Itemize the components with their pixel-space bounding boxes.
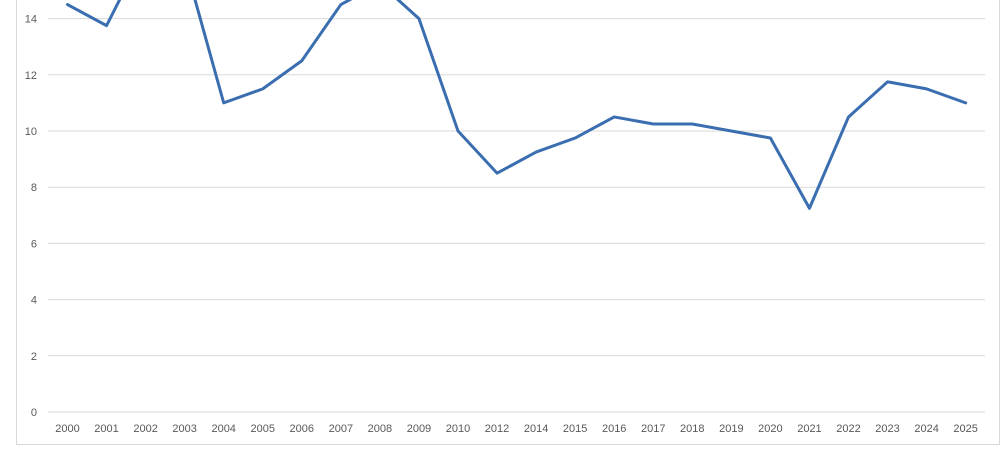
- x-tick-label: 2012: [485, 423, 509, 435]
- chart-area: [16, 0, 1000, 445]
- y-axis-ticks: 0 2 4 6 8 10 12 14: [25, 14, 37, 419]
- y-tick-label: 8: [31, 182, 37, 194]
- y-tick-label: 4: [31, 295, 37, 307]
- y-tick-label: 6: [31, 238, 37, 250]
- x-tick-label: 2015: [563, 423, 587, 435]
- y-tick-label: 12: [25, 70, 37, 82]
- x-tick-label: 2020: [758, 423, 782, 435]
- x-tick-label: 2000: [55, 423, 79, 435]
- x-tick-label: 2001: [94, 423, 118, 435]
- gridlines: [48, 18, 985, 413]
- x-tick-label: 2016: [602, 423, 626, 435]
- x-tick-label: 2018: [680, 423, 704, 435]
- x-tick-label: 2024: [914, 423, 938, 435]
- x-tick-label: 2006: [290, 423, 314, 435]
- x-tick-label: 2022: [836, 423, 860, 435]
- x-tick-label: 2004: [211, 423, 235, 435]
- x-tick-label: 2021: [797, 423, 821, 435]
- x-tick-label: 2008: [368, 423, 392, 435]
- x-tick-label: 2010: [446, 423, 470, 435]
- series-line-0: [66, 0, 968, 210]
- x-tick-label: 2025: [953, 423, 977, 435]
- x-tick-label: 2002: [133, 423, 157, 435]
- y-tick-label: 0: [31, 407, 37, 419]
- x-tick-label: 2003: [172, 423, 196, 435]
- x-tick-label: 2017: [641, 423, 665, 435]
- series-layer: [66, 0, 968, 210]
- y-tick-label: 2: [31, 351, 37, 363]
- x-axis-ticks: 2000 2001 2002 2003 2004 2005 2006 2007 2008 2009…: [55, 423, 978, 435]
- x-tick-label: 2014: [524, 423, 548, 435]
- x-tick-label: 2007: [329, 423, 353, 435]
- x-tick-label: 2009: [407, 423, 431, 435]
- y-tick-label: 10: [25, 126, 37, 138]
- x-tick-label: 2023: [875, 423, 899, 435]
- y-tick-label: 14: [25, 14, 37, 26]
- x-tick-label: 2005: [251, 423, 275, 435]
- x-tick-label: 2019: [719, 423, 743, 435]
